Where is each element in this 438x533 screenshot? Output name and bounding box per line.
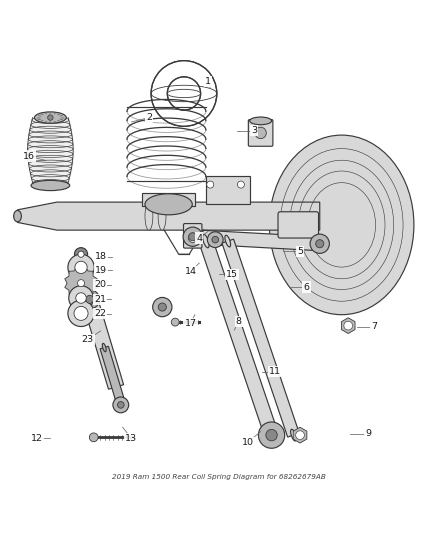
Polygon shape (18, 202, 320, 230)
Text: 17: 17 (184, 319, 197, 328)
Circle shape (74, 306, 88, 320)
Circle shape (344, 321, 353, 330)
Text: 2019 Ram 1500 Rear Coil Spring Diagram for 68262679AB: 2019 Ram 1500 Rear Coil Spring Diagram f… (112, 474, 326, 480)
Ellipse shape (86, 292, 93, 307)
Circle shape (86, 295, 94, 303)
Polygon shape (151, 61, 217, 126)
Text: 20: 20 (94, 280, 106, 289)
Circle shape (212, 236, 219, 243)
FancyBboxPatch shape (248, 119, 273, 146)
Text: 21: 21 (94, 295, 106, 304)
Text: 15: 15 (226, 270, 238, 279)
Circle shape (75, 261, 87, 273)
Ellipse shape (158, 202, 166, 230)
Text: 1: 1 (205, 77, 211, 86)
Text: 22: 22 (94, 309, 106, 318)
Polygon shape (293, 427, 307, 443)
Circle shape (258, 422, 285, 448)
Ellipse shape (186, 234, 200, 239)
Circle shape (74, 248, 88, 261)
Text: 23: 23 (81, 335, 94, 344)
Circle shape (78, 251, 84, 257)
Text: 5: 5 (297, 247, 303, 256)
Circle shape (48, 115, 53, 120)
Ellipse shape (203, 235, 209, 248)
Polygon shape (65, 267, 97, 300)
Text: 8: 8 (236, 317, 242, 326)
Ellipse shape (145, 194, 192, 215)
FancyBboxPatch shape (142, 193, 195, 206)
Ellipse shape (268, 429, 275, 442)
Circle shape (117, 401, 124, 408)
Circle shape (153, 297, 172, 317)
Circle shape (310, 234, 329, 253)
Text: 13: 13 (125, 434, 138, 443)
Text: 6: 6 (304, 282, 310, 292)
Circle shape (183, 227, 202, 246)
Ellipse shape (31, 180, 70, 191)
Text: 7: 7 (371, 322, 378, 331)
Polygon shape (199, 239, 278, 438)
Circle shape (171, 318, 179, 326)
Circle shape (188, 233, 197, 243)
Circle shape (316, 240, 324, 248)
Text: 16: 16 (22, 151, 35, 160)
Ellipse shape (225, 235, 230, 247)
Circle shape (237, 181, 244, 188)
Ellipse shape (250, 117, 272, 125)
Circle shape (113, 397, 129, 413)
Polygon shape (222, 239, 299, 437)
Text: 18: 18 (95, 252, 107, 261)
Circle shape (151, 61, 217, 126)
Circle shape (167, 77, 201, 110)
Ellipse shape (113, 379, 120, 394)
Ellipse shape (102, 343, 106, 352)
FancyBboxPatch shape (184, 223, 202, 248)
Text: 11: 11 (269, 367, 281, 376)
FancyBboxPatch shape (206, 176, 250, 204)
Circle shape (68, 300, 94, 327)
Circle shape (76, 293, 86, 303)
Polygon shape (82, 297, 124, 389)
Text: 2: 2 (146, 113, 152, 122)
Ellipse shape (291, 429, 296, 441)
Text: 12: 12 (31, 434, 43, 443)
Ellipse shape (269, 135, 414, 314)
FancyBboxPatch shape (278, 212, 318, 238)
Circle shape (69, 286, 93, 310)
Circle shape (78, 280, 85, 287)
Circle shape (255, 127, 266, 139)
Ellipse shape (119, 399, 123, 407)
Circle shape (68, 254, 94, 280)
Polygon shape (341, 318, 355, 334)
Circle shape (207, 232, 223, 247)
Circle shape (80, 290, 99, 309)
Circle shape (158, 303, 166, 311)
Text: 19: 19 (95, 265, 107, 274)
Text: 4: 4 (196, 233, 202, 243)
Ellipse shape (35, 112, 66, 123)
Ellipse shape (313, 241, 327, 246)
Text: 9: 9 (365, 429, 371, 438)
Circle shape (296, 431, 304, 440)
Circle shape (89, 433, 98, 442)
Circle shape (189, 233, 197, 241)
Polygon shape (100, 346, 125, 404)
Polygon shape (192, 230, 320, 251)
Circle shape (266, 430, 277, 441)
Text: 14: 14 (184, 267, 197, 276)
Text: 10: 10 (241, 438, 254, 447)
Ellipse shape (14, 211, 21, 222)
Ellipse shape (145, 202, 153, 230)
Circle shape (207, 181, 214, 188)
Text: 3: 3 (251, 126, 257, 135)
